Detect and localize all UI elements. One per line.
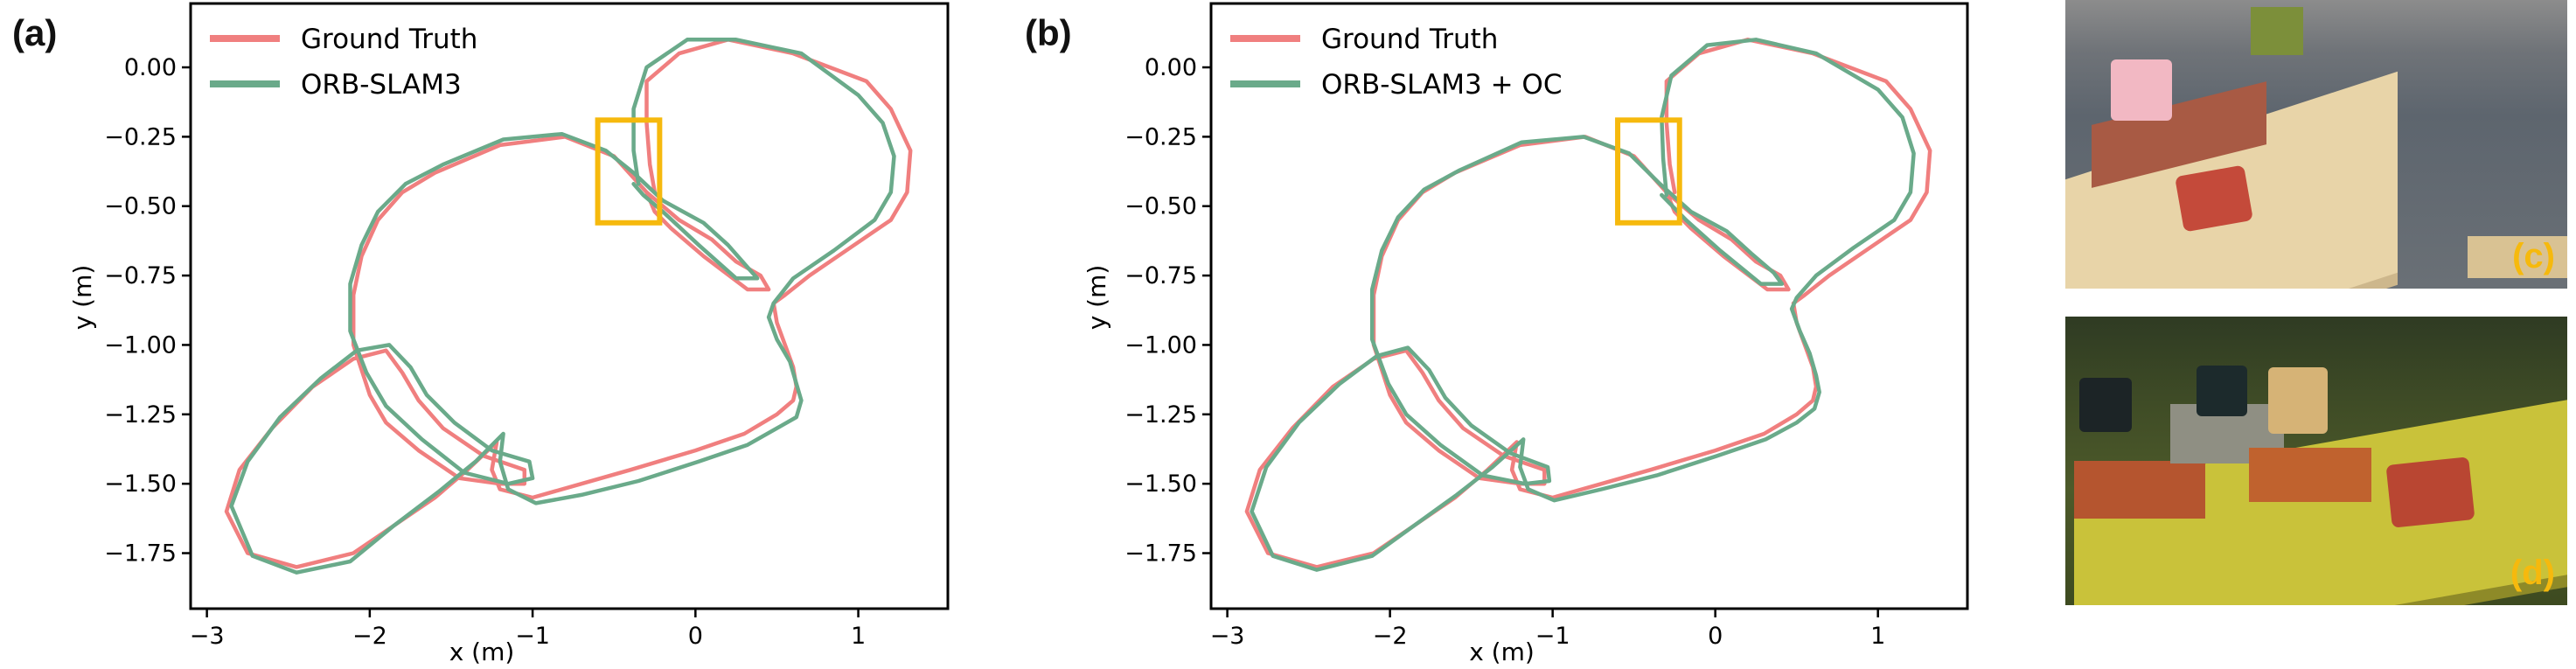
series-line-ground-truth [1244, 38, 1932, 569]
x-tick-label: −2 [1373, 623, 1408, 650]
y-axis-label: y (m) [68, 265, 97, 331]
photo-c-mug [2111, 59, 2172, 121]
y-tick-label: 0.00 [124, 54, 177, 81]
photo-d-toy [2385, 456, 2475, 528]
y-tick-label: −0.50 [1124, 193, 1197, 220]
trajectory-chart-a: −3 −2 −1 0 1 0.00 −0.25 −0.50 −0.75 −1.00 −1.25 −1.… [68, 2, 950, 666]
y-tick-label: −1.50 [104, 470, 177, 498]
plot-frame [1209, 2, 1969, 610]
y-tick-label: −0.25 [104, 123, 177, 150]
photo-d: (d) [2065, 317, 2567, 605]
legend-label: Ground Truth [1321, 24, 1498, 55]
highlight-box [595, 117, 663, 226]
photo-d-mug-2 [2197, 366, 2247, 416]
x-axis-label: x (m) [1469, 638, 1535, 666]
photo-d-brick-left [2074, 461, 2205, 519]
x-tick-label: −1 [515, 623, 550, 650]
y-tick-label: −1.75 [1124, 540, 1197, 568]
photo-c-label: (c) [2512, 237, 2555, 275]
y-tick-label: −1.75 [104, 540, 177, 568]
series-line-estimate [1250, 38, 1916, 572]
y-tick-label: −1.00 [1124, 331, 1197, 359]
x-tick-label: 0 [688, 623, 703, 650]
panel-label-a: (a) [12, 12, 58, 53]
y-tick-label: −1.00 [104, 331, 177, 359]
photo-c-box [2251, 7, 2303, 55]
series-line-ground-truth [224, 38, 913, 569]
y-tick-label: −0.75 [104, 262, 177, 289]
highlight-box [1615, 117, 1682, 226]
plot-frame [189, 2, 950, 610]
x-tick-label: 1 [851, 623, 866, 650]
y-tick-label: −1.25 [104, 401, 177, 429]
trajectory-chart-b: −3 −2 −1 0 1 0.00 −0.25 −0.50 −0.75 −1.00 −1.25 −1.… [1083, 2, 1969, 666]
y-axis-label: y (m) [1083, 265, 1111, 331]
photo-d-label: (d) [2510, 554, 2555, 592]
legend-label: ORB-SLAM3 + OC [1321, 69, 1562, 101]
photo-c-table-leg [2468, 236, 2567, 278]
series-line-estimate [229, 38, 896, 575]
x-tick-label: 1 [1870, 623, 1885, 650]
y-tick-label: −0.75 [1124, 262, 1197, 289]
y-tick-label: 0.00 [1145, 54, 1197, 81]
legend-label: ORB-SLAM3 [301, 69, 462, 101]
y-tick-label: −1.25 [1124, 401, 1197, 429]
photo-d-mug-3 [2268, 367, 2328, 434]
y-tick-label: −1.50 [1124, 470, 1197, 498]
y-tick-label: −0.50 [104, 193, 177, 220]
panel-label-b: (b) [1025, 12, 1072, 53]
x-tick-label: −3 [190, 623, 225, 650]
legend-label: Ground Truth [301, 24, 477, 55]
x-axis-label: x (m) [449, 638, 515, 666]
photo-c: (c) [2065, 0, 2567, 289]
x-tick-label: −2 [352, 623, 387, 650]
photo-d-brick-right [2249, 448, 2371, 502]
x-tick-label: −1 [1535, 623, 1570, 650]
photo-c-toy [2175, 164, 2253, 233]
x-tick-label: −3 [1210, 623, 1245, 650]
photo-d-mug-1 [2079, 378, 2132, 432]
y-tick-label: −0.25 [1124, 123, 1197, 150]
x-tick-label: 0 [1708, 623, 1723, 650]
